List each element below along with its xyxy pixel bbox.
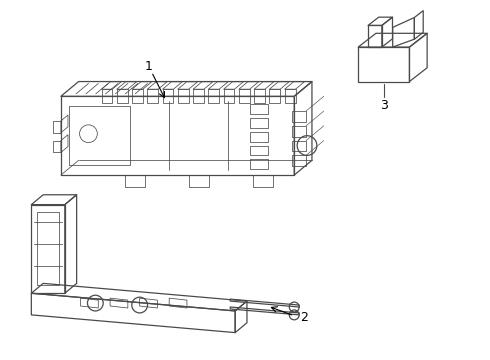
Text: 3: 3	[380, 99, 388, 112]
Text: 1: 1	[145, 60, 152, 73]
Text: 2: 2	[300, 311, 308, 324]
